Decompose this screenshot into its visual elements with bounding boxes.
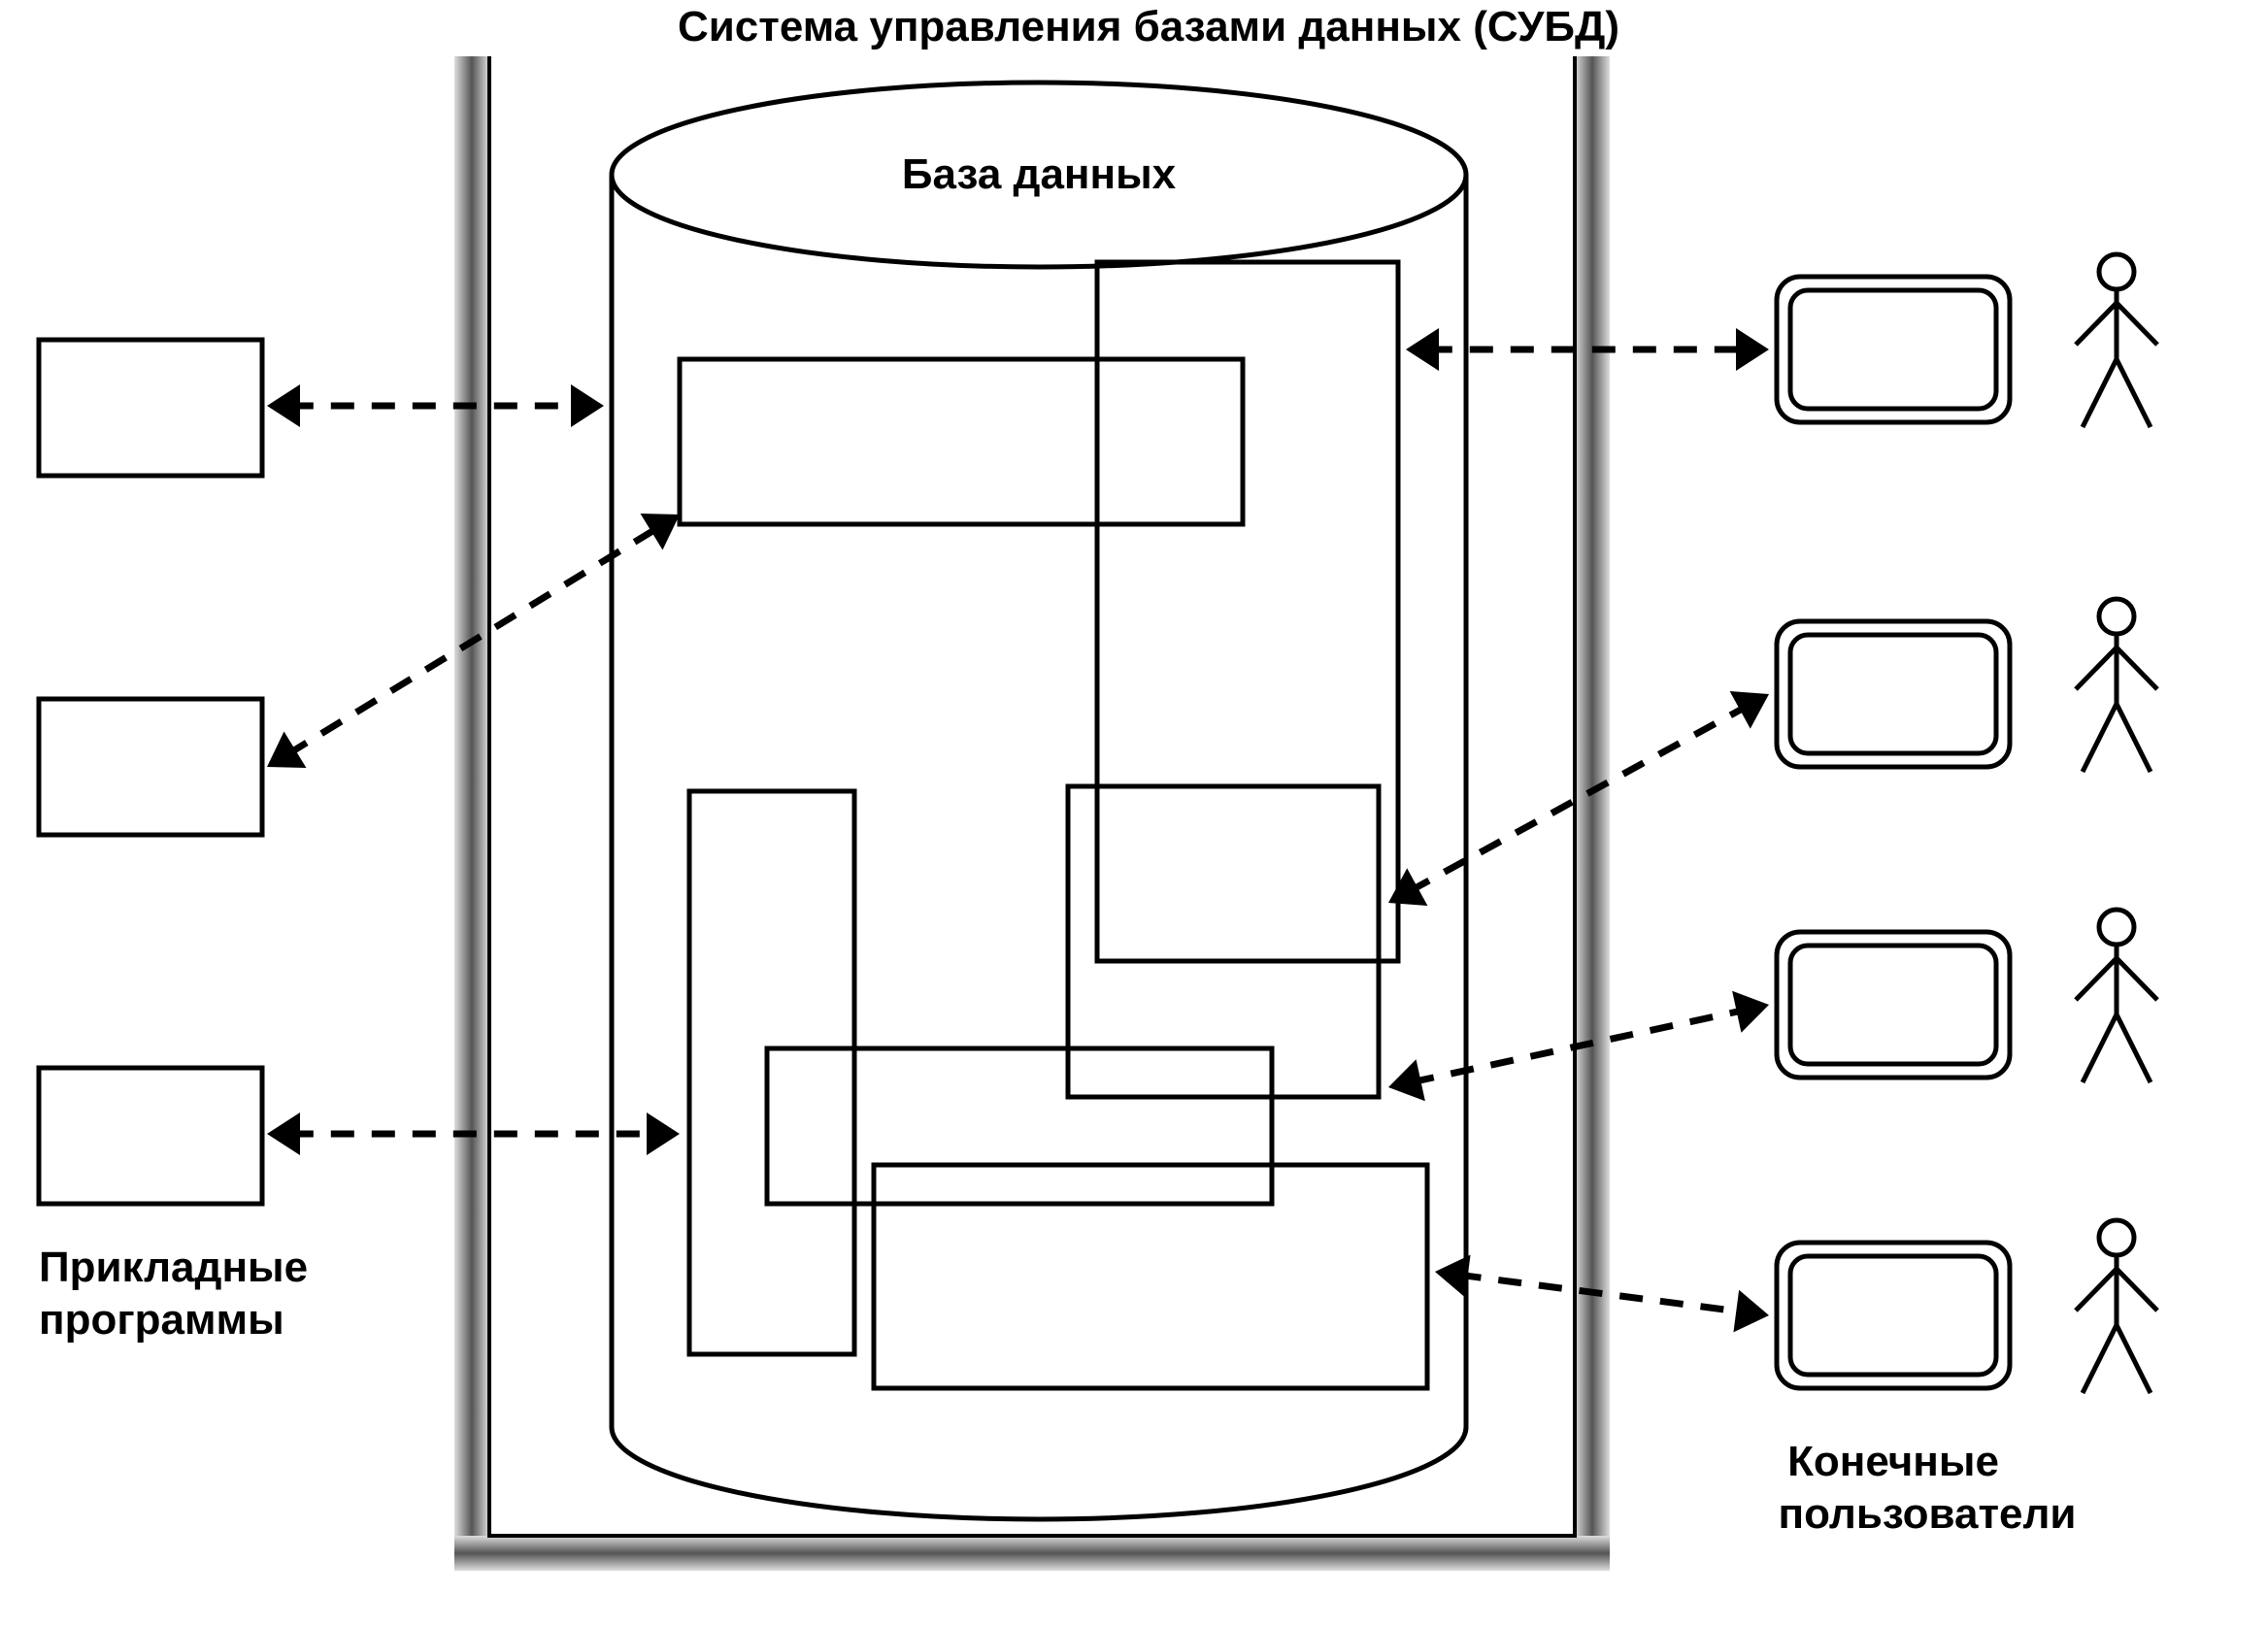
user-icon-2 xyxy=(2076,599,2157,772)
app-program-box-1 xyxy=(39,340,262,476)
user-icon-1 xyxy=(2076,254,2157,427)
app-program-box-2 xyxy=(39,699,262,835)
user-icon-3 xyxy=(2076,910,2157,1082)
dbms-frame-right xyxy=(1575,56,1610,1571)
terminal-1 xyxy=(1777,277,2010,422)
title-label: Система управления базами данных (СУБД) xyxy=(678,3,1619,50)
terminal-2 xyxy=(1777,621,2010,767)
users-label-line2: пользователи xyxy=(1779,1490,2077,1538)
dbms-frame-bottom xyxy=(454,1536,1610,1571)
dbms-frame-left xyxy=(454,56,489,1571)
terminal-3 xyxy=(1777,932,2010,1078)
apps-label-line2: программы xyxy=(39,1296,284,1344)
connection-arrow-1 xyxy=(267,384,604,427)
database-cylinder xyxy=(612,83,1466,1519)
terminal-4 xyxy=(1777,1243,2010,1388)
database-label: База данных xyxy=(902,150,1177,198)
user-icon-4 xyxy=(2076,1220,2157,1393)
apps-label-line1: Прикладные xyxy=(39,1244,308,1291)
app-program-box-3 xyxy=(39,1068,262,1204)
users-label-line1: Конечные xyxy=(1787,1438,1999,1485)
